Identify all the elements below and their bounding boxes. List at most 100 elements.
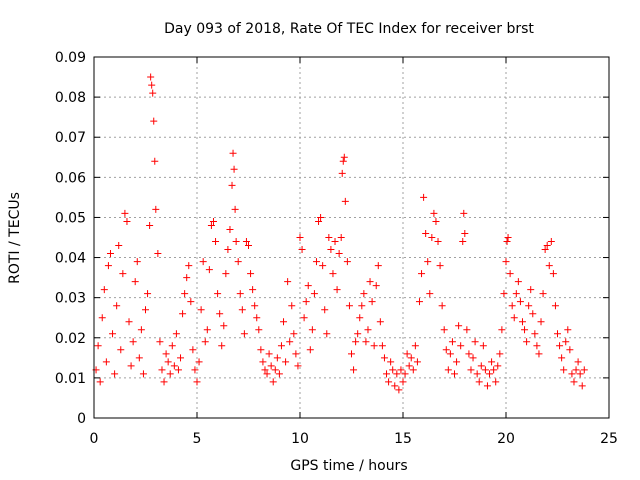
data-point — [177, 354, 185, 362]
data-point — [259, 358, 267, 366]
data-point — [516, 298, 524, 306]
data-point — [413, 358, 421, 366]
data-point — [409, 366, 417, 374]
data-point — [96, 378, 104, 386]
data-point — [146, 221, 154, 229]
data-point — [338, 169, 346, 177]
data-point — [453, 358, 461, 366]
data-point — [405, 362, 413, 370]
data-point — [469, 354, 477, 362]
data-point — [135, 354, 143, 362]
data-point — [574, 358, 582, 366]
data-point — [525, 302, 533, 310]
data-point — [149, 89, 157, 97]
data-point — [106, 250, 114, 258]
data-point — [207, 221, 215, 229]
data-point — [100, 286, 108, 294]
data-point — [358, 302, 366, 310]
data-point — [290, 330, 298, 338]
data-point — [265, 350, 273, 358]
data-point — [503, 238, 511, 246]
data-point — [236, 290, 244, 298]
data-point — [329, 270, 337, 278]
data-point — [333, 286, 341, 294]
data-point — [372, 282, 380, 290]
data-point — [310, 290, 318, 298]
data-point — [187, 298, 195, 306]
x-tick-label: 10 — [291, 431, 309, 447]
data-point — [232, 238, 240, 246]
data-point — [245, 242, 252, 250]
data-point — [374, 262, 382, 270]
data-point — [541, 246, 549, 254]
data-point — [418, 270, 426, 278]
data-point — [539, 290, 547, 298]
data-point — [288, 302, 296, 310]
data-point — [415, 298, 423, 306]
data-point — [148, 81, 156, 89]
data-point — [432, 217, 440, 225]
data-point — [440, 326, 448, 334]
data-point — [430, 209, 438, 217]
data-point — [199, 258, 207, 266]
data-point — [174, 366, 182, 374]
data-point — [486, 370, 494, 378]
data-point — [242, 238, 250, 246]
y-tick-label: 0.05 — [55, 210, 86, 226]
data-point — [401, 370, 409, 378]
data-point — [302, 298, 310, 306]
data-point — [109, 330, 117, 338]
data-point — [228, 181, 236, 189]
data-point — [234, 258, 242, 266]
data-point — [473, 370, 481, 378]
y-tick-label: 0.04 — [55, 251, 86, 267]
data-point — [547, 238, 555, 246]
data-point — [203, 326, 211, 334]
data-point — [556, 342, 564, 350]
data-point — [498, 326, 506, 334]
data-point — [340, 153, 348, 161]
data-point — [337, 234, 345, 241]
data-point — [488, 358, 496, 366]
data-point — [104, 262, 112, 270]
data-point — [121, 209, 129, 217]
data-point — [366, 278, 374, 286]
data-point — [152, 205, 160, 213]
data-point — [459, 238, 467, 246]
data-point — [150, 117, 158, 125]
data-point — [273, 354, 281, 362]
data-point — [156, 338, 164, 346]
x-tick-label: 5 — [193, 431, 202, 447]
y-tick-label: 0.02 — [55, 331, 86, 347]
data-point — [389, 366, 397, 374]
data-point — [451, 370, 458, 378]
data-point — [411, 342, 419, 350]
data-point — [197, 306, 205, 314]
data-point — [257, 346, 265, 354]
data-point — [395, 386, 403, 394]
data-point — [387, 358, 395, 366]
chart-title: Day 093 of 2018, Rate Of TEC Index for r… — [164, 21, 534, 37]
data-point — [284, 278, 292, 286]
data-point — [339, 157, 347, 165]
data-point — [315, 217, 323, 225]
data-point — [531, 330, 539, 338]
data-point — [399, 378, 407, 386]
data-point — [255, 326, 263, 334]
data-point — [286, 338, 294, 346]
data-point — [352, 338, 360, 346]
data-point — [345, 302, 353, 310]
data-point — [477, 362, 485, 370]
data-point — [424, 258, 432, 266]
data-point — [560, 366, 568, 374]
x-tick-label: 20 — [497, 431, 515, 447]
data-point — [391, 382, 399, 390]
data-point — [537, 318, 545, 326]
data-point — [475, 378, 483, 386]
data-point — [249, 286, 257, 294]
data-point — [461, 229, 469, 237]
data-point — [212, 238, 220, 246]
data-point — [253, 314, 261, 322]
data-point — [403, 350, 411, 358]
